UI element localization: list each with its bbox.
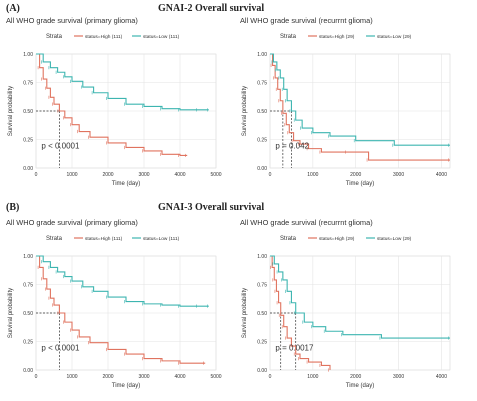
y-tick-label: 0.25 xyxy=(257,137,267,143)
y-tick-label: 1.00 xyxy=(23,254,33,260)
panel-a-title: GNAI-2 Overall survival xyxy=(158,3,265,14)
x-tick-label: 0 xyxy=(269,172,272,178)
chart-title: All WHO grade survival (recurrnt glioma) xyxy=(240,218,373,227)
y-tick-label: 0.25 xyxy=(23,137,33,143)
survival-curve-0 xyxy=(36,53,188,157)
survival-curve-0 xyxy=(270,53,450,161)
x-tick-label: 2000 xyxy=(350,374,361,380)
p-value: p < 0.0001 xyxy=(41,344,80,353)
panel-b-tag: (B) xyxy=(6,202,20,213)
y-tick-label: 0.00 xyxy=(23,368,33,374)
y-tick-label: 0.75 xyxy=(23,282,33,288)
x-axis-label: Time (day) xyxy=(112,383,140,389)
y-axis-label: Survival probability xyxy=(8,86,14,136)
x-tick-label: 5000 xyxy=(210,374,221,380)
y-tick-label: 1.00 xyxy=(257,52,267,58)
x-tick-label: 2000 xyxy=(102,374,113,380)
x-axis-label: Time (day) xyxy=(346,181,374,187)
p-value: p = 0.042 xyxy=(275,142,309,151)
y-tick-label: 0.50 xyxy=(257,311,267,317)
x-tick-label: 4000 xyxy=(436,172,447,178)
x-axis-label: Time (day) xyxy=(112,181,140,187)
y-tick-label: 0.25 xyxy=(257,339,267,345)
legend-entry-0: status=High (111) xyxy=(85,34,123,40)
y-axis-label: Survival probability xyxy=(242,86,248,136)
y-tick-label: 0.50 xyxy=(23,109,33,115)
y-tick-label: 0.75 xyxy=(257,80,267,86)
x-tick-label: 4000 xyxy=(174,172,185,178)
x-axis-label: Time (day) xyxy=(346,383,374,389)
legend-entry-1: status=Low (29) xyxy=(377,34,412,40)
x-tick-label: 2000 xyxy=(350,172,361,178)
x-tick-label: 1000 xyxy=(307,172,318,178)
km-chart-gnai2-recurrent: All WHO grade survival (recurrnt glioma)… xyxy=(240,16,451,187)
legend: Strata status=High (29) status=Low (29) xyxy=(280,236,412,242)
legend-title: Strata xyxy=(280,236,297,242)
chart-title: All WHO grade survival (primary glioma) xyxy=(6,16,138,25)
x-tick-label: 3000 xyxy=(138,374,149,380)
legend: Strata status=High (111) status=Low (111) xyxy=(46,34,180,40)
legend-entry-1: status=Low (111) xyxy=(143,34,180,40)
y-tick-label: 0.75 xyxy=(257,282,267,288)
y-tick-label: 0.50 xyxy=(257,109,267,115)
y-tick-label: 1.00 xyxy=(23,52,33,58)
chart-title: All WHO grade survival (primary glioma) xyxy=(6,218,138,227)
legend-entry-1: status=Low (29) xyxy=(377,236,412,242)
km-chart-gnai3-recurrent: All WHO grade survival (recurrnt glioma)… xyxy=(240,218,451,389)
panel-b-title: GNAI-3 Overall survival xyxy=(158,202,265,213)
y-tick-label: 1.00 xyxy=(257,254,267,260)
survival-curve-1 xyxy=(36,255,209,307)
x-tick-label: 3000 xyxy=(138,172,149,178)
y-axis-label: Survival probability xyxy=(8,288,14,338)
x-tick-label: 1000 xyxy=(307,374,318,380)
y-axis-label: Survival probability xyxy=(242,288,248,338)
p-value: p = 0.0017 xyxy=(275,344,314,353)
x-tick-label: 4000 xyxy=(436,374,447,380)
legend: Strata status=High (29) status=Low (29) xyxy=(280,34,412,40)
legend-title: Strata xyxy=(280,34,297,40)
x-tick-label: 1000 xyxy=(66,374,77,380)
x-tick-label: 0 xyxy=(35,172,38,178)
legend: Strata status=High (111) status=Low (111) xyxy=(46,236,180,242)
legend-entry-0: status=High (29) xyxy=(319,236,355,242)
y-tick-label: 0.00 xyxy=(23,166,33,172)
survival-curve-1 xyxy=(270,53,450,146)
panel-a-tag: (A) xyxy=(6,3,20,14)
survival-curve-1 xyxy=(270,255,450,339)
x-tick-label: 4000 xyxy=(174,374,185,380)
p-value: p < 0.0001 xyxy=(41,142,80,151)
legend-title: Strata xyxy=(46,34,63,40)
legend-title: Strata xyxy=(46,236,63,242)
y-tick-label: 0.50 xyxy=(23,311,33,317)
x-tick-label: 5000 xyxy=(210,172,221,178)
survival-curve-0 xyxy=(36,255,206,364)
legend-entry-1: status=Low (111) xyxy=(143,236,180,242)
x-tick-label: 0 xyxy=(35,374,38,380)
y-tick-label: 0.00 xyxy=(257,368,267,374)
x-tick-label: 2000 xyxy=(102,172,113,178)
survival-curve-1 xyxy=(36,53,209,111)
chart-title: All WHO grade survival (recurrnt glioma) xyxy=(240,16,373,25)
km-chart-gnai3-primary: All WHO grade survival (primary glioma) S… xyxy=(6,218,222,389)
km-chart-gnai2-primary: All WHO grade survival (primary glioma) S… xyxy=(6,16,222,187)
x-tick-label: 1000 xyxy=(66,172,77,178)
y-tick-label: 0.00 xyxy=(257,166,267,172)
x-tick-label: 3000 xyxy=(393,374,404,380)
legend-entry-0: status=High (111) xyxy=(85,236,123,242)
y-tick-label: 0.75 xyxy=(23,80,33,86)
y-tick-label: 0.25 xyxy=(23,339,33,345)
legend-entry-0: status=High (29) xyxy=(319,34,355,40)
x-tick-label: 3000 xyxy=(393,172,404,178)
x-tick-label: 0 xyxy=(269,374,272,380)
survival-curve-0 xyxy=(270,255,331,370)
